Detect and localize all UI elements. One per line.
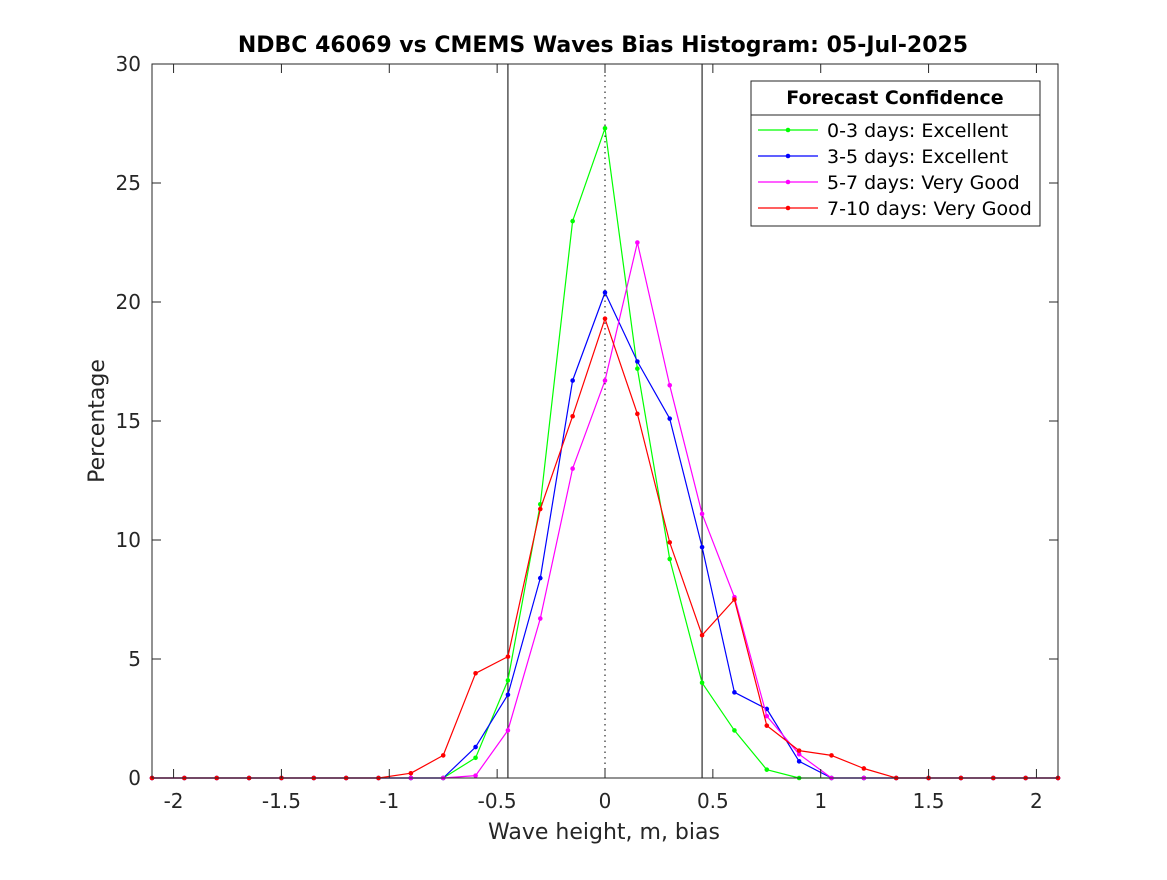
data-point — [764, 713, 770, 719]
data-point — [635, 359, 640, 364]
legend-title: Forecast Confidence — [786, 87, 1003, 109]
data-point — [505, 678, 511, 683]
y-tick-label: 5 — [128, 647, 141, 671]
legend-label: 3-5 days: Excellent — [827, 146, 1008, 168]
legend-items: 0-3 days: Excellent 3-5 days: Excellent 5-… — [758, 120, 1032, 220]
data-point — [473, 744, 478, 750]
data-point — [699, 632, 705, 638]
data-point — [635, 366, 640, 371]
data-point — [796, 759, 802, 764]
chart-title: NDBC 46069 vs CMEMS Waves Bias Histogram… — [238, 33, 968, 58]
x-tick-label: 1.5 — [913, 789, 945, 813]
legend-swatch-marker — [785, 127, 791, 133]
y-tick-label: 0 — [128, 766, 141, 790]
data-point — [732, 728, 737, 733]
data-point — [570, 218, 575, 224]
x-tick-label: 1 — [814, 789, 827, 813]
y-tick-label: 15 — [116, 409, 141, 433]
data-point — [764, 723, 770, 728]
data-point — [570, 466, 575, 471]
legend-box — [750, 80, 1041, 227]
data-point — [505, 654, 511, 659]
data-point — [764, 767, 770, 772]
x-tick-label: -1.5 — [262, 789, 301, 813]
data-point — [635, 240, 640, 245]
data-point — [505, 728, 511, 733]
y-tick-label: 20 — [116, 290, 141, 314]
data-point — [473, 755, 478, 761]
legend-label: 7-10 days: Very Good — [827, 198, 1032, 220]
data-point — [829, 753, 834, 758]
data-point — [440, 753, 446, 758]
x-tick-label: 0.5 — [697, 789, 729, 813]
y-tick-label: 30 — [116, 52, 141, 76]
reference-lines — [507, 64, 703, 778]
y-axis-title: Percentage — [85, 359, 110, 483]
legend-swatch-marker — [785, 153, 791, 159]
x-axis: -2 -1.5 -1 -0.5 0 0.5 1 1.5 2 — [164, 64, 1043, 813]
data-point — [505, 692, 511, 697]
x-axis-title: Wave height, m, bias — [488, 820, 720, 845]
legend-item: 0-3 days: Excellent — [758, 120, 1008, 142]
data-point — [732, 597, 737, 602]
x-tick-label: -2 — [164, 789, 184, 813]
data-point — [602, 378, 608, 383]
legend: Forecast Confidence 0-3 days: Excellent 3… — [750, 80, 1041, 227]
data-point — [732, 690, 737, 695]
data-point — [570, 378, 575, 383]
legend-label: 5-7 days: Very Good — [827, 172, 1020, 194]
x-tick-label: -1 — [379, 789, 399, 813]
data-point — [667, 383, 673, 388]
data-point — [667, 540, 673, 545]
data-point — [861, 766, 867, 771]
x-tick-label: 2 — [1030, 789, 1043, 813]
data-point — [667, 416, 673, 421]
y-tick-label: 10 — [116, 528, 141, 552]
data-point — [699, 511, 705, 517]
data-point — [473, 773, 478, 778]
legend-swatch-marker — [785, 179, 791, 185]
legend-label: 0-3 days: Excellent — [827, 120, 1008, 142]
legend-item: 3-5 days: Excellent — [758, 146, 1008, 168]
data-point — [537, 506, 543, 512]
data-point — [473, 670, 478, 676]
data-point — [537, 575, 543, 581]
data-point — [699, 680, 705, 686]
legend-swatch-marker — [785, 205, 791, 211]
legend-item: 7-10 days: Very Good — [758, 198, 1032, 220]
legend-item: 5-7 days: Very Good — [758, 172, 1020, 194]
y-axis: 0 5 10 15 20 25 30 — [116, 52, 1058, 790]
x-tick-label: 0 — [599, 789, 612, 813]
data-point — [537, 616, 543, 621]
data-point — [796, 748, 802, 753]
data-point — [699, 544, 705, 550]
data-point — [570, 413, 575, 419]
data-point — [602, 316, 608, 321]
data-point — [796, 751, 802, 757]
data-point — [602, 290, 608, 295]
data-point — [667, 556, 673, 562]
data-point — [635, 411, 640, 417]
x-tick-label: -0.5 — [478, 789, 517, 813]
y-tick-label: 25 — [116, 171, 141, 195]
data-point — [408, 770, 414, 776]
data-point — [602, 125, 608, 131]
